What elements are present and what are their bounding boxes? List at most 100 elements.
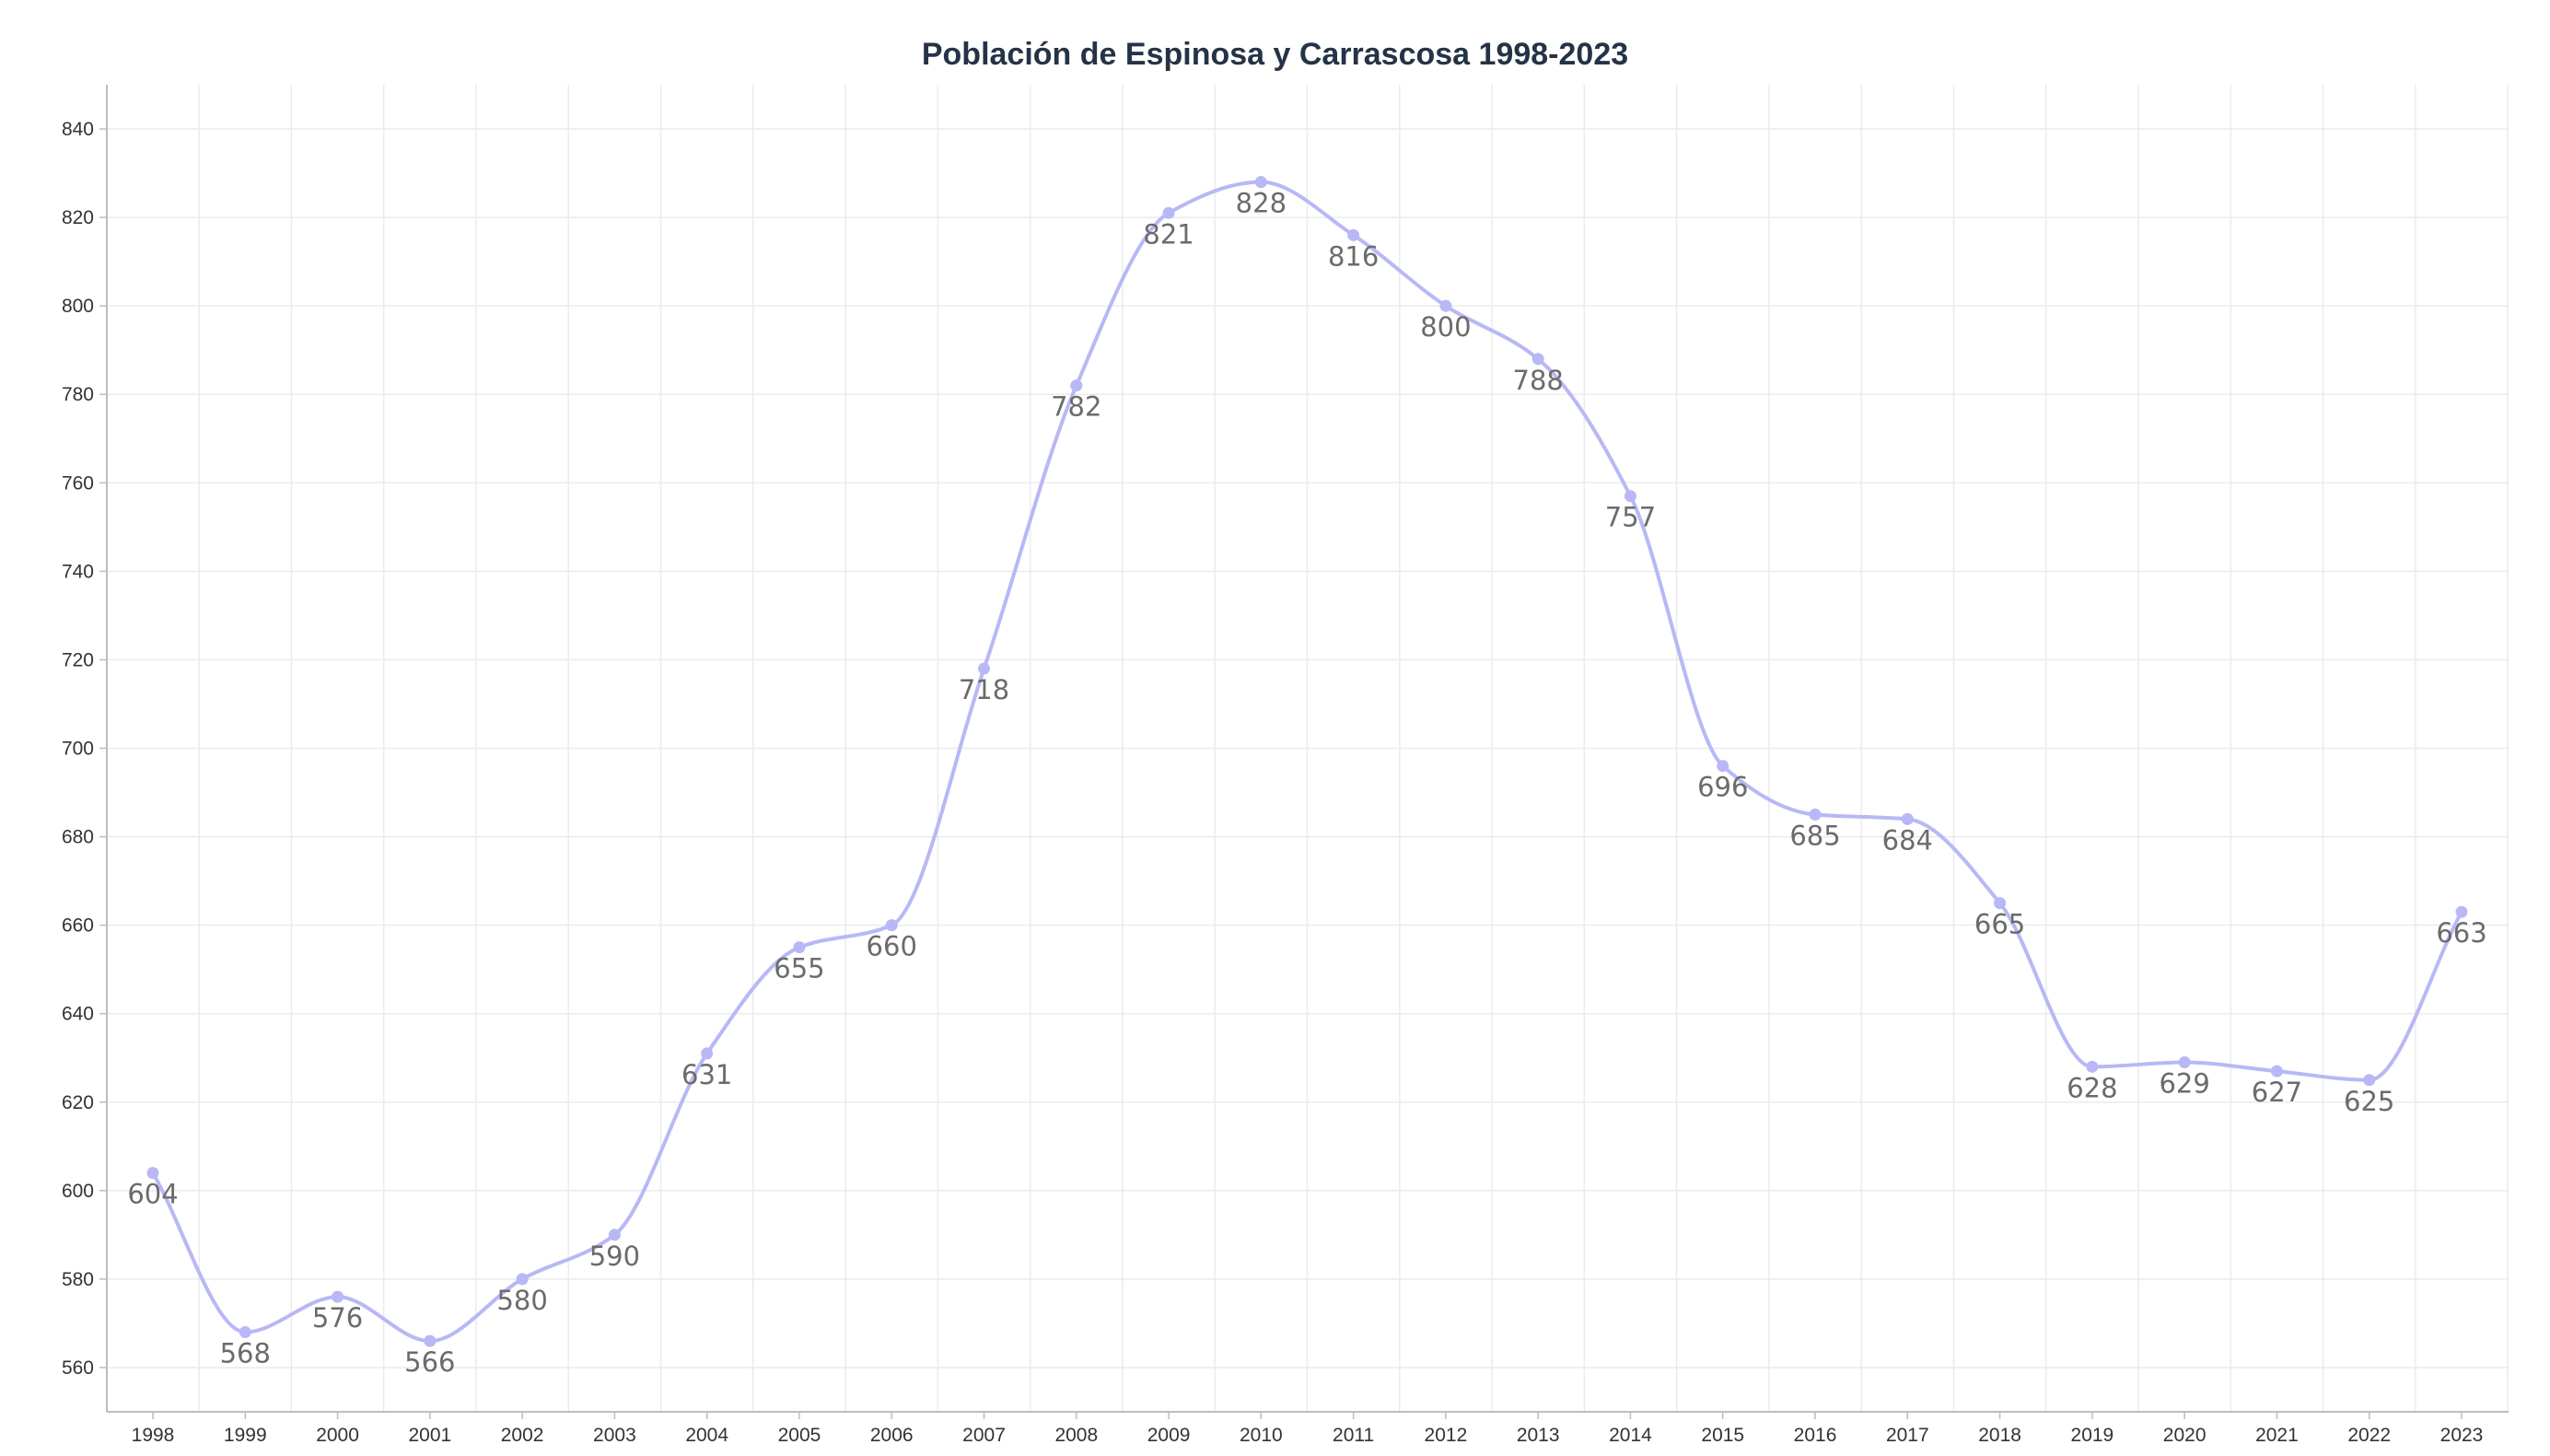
x-tick-label: 2003: [593, 1425, 636, 1446]
data-point: [2270, 1065, 2283, 1077]
x-tick-label: 1999: [224, 1425, 267, 1446]
y-tick-label: 700: [62, 739, 94, 760]
y-tick-label: 780: [62, 384, 94, 405]
x-tick-label: 2009: [1147, 1425, 1191, 1446]
y-tick-label: 620: [62, 1092, 94, 1113]
data-point: [1901, 812, 1914, 825]
y-tick-label: 820: [62, 207, 94, 228]
data-point: [793, 941, 806, 954]
y-tick-label: 640: [62, 1004, 94, 1025]
data-point: [2455, 905, 2468, 918]
data-point: [1531, 353, 1544, 366]
data-point: [146, 1167, 159, 1180]
data-label: 568: [220, 1338, 271, 1369]
data-label: 800: [1420, 311, 1471, 343]
data-point: [1162, 206, 1175, 219]
data-point: [2178, 1056, 2191, 1069]
data-label: 821: [1143, 218, 1193, 250]
data-label: 631: [681, 1059, 732, 1090]
x-tick-label: 2023: [2440, 1425, 2484, 1446]
data-label: 684: [1882, 824, 1933, 856]
y-tick-label: 800: [62, 296, 94, 317]
data-point: [701, 1047, 714, 1060]
x-tick-label: 2011: [1333, 1425, 1374, 1446]
data-point: [1070, 379, 1083, 392]
data-label: 655: [774, 953, 824, 984]
data-label: 604: [127, 1179, 178, 1210]
y-tick-label: 680: [62, 827, 94, 848]
series-population: [146, 176, 2468, 1347]
data-label: 696: [1697, 772, 1748, 803]
y-tick-label: 840: [62, 119, 94, 140]
data-label: 816: [1328, 240, 1379, 272]
data-point: [516, 1273, 529, 1286]
data-label: 685: [1789, 821, 1840, 852]
axes: 560 580 600 620 640 660 680 700 720 740 760 780 800 8…: [62, 85, 2509, 1446]
y-tick-label: 580: [62, 1269, 94, 1290]
data-point: [1994, 897, 2007, 910]
grid-lines: [107, 85, 2509, 1412]
series-line: [151, 180, 2463, 1344]
data-point: [332, 1290, 344, 1303]
x-tick-label: 2006: [870, 1425, 914, 1446]
data-label: 566: [404, 1346, 455, 1378]
data-label: 788: [1513, 365, 1564, 396]
data-label: 665: [1974, 909, 2025, 940]
data-point: [239, 1326, 251, 1339]
data-point: [1624, 490, 1636, 503]
data-label: 828: [1236, 188, 1287, 219]
data-label: 660: [867, 931, 917, 962]
data-label: 718: [959, 674, 1009, 705]
x-tick-label: 2002: [501, 1425, 544, 1446]
data-point: [1809, 809, 1822, 821]
data-point: [978, 662, 991, 675]
data-point: [1717, 760, 1729, 773]
data-point: [2086, 1060, 2099, 1073]
y-tick-label: 720: [62, 649, 94, 670]
data-label: 580: [496, 1285, 547, 1316]
data-label: 757: [1605, 502, 1656, 533]
x-tick-label: 2004: [685, 1425, 728, 1446]
data-label: 663: [2436, 917, 2486, 949]
data-point: [1439, 299, 1452, 312]
x-tick-label: 2013: [1517, 1425, 1560, 1446]
x-tick-label: 2007: [962, 1425, 1006, 1446]
x-tick-label: 2019: [2071, 1425, 2114, 1446]
data-point: [2363, 1074, 2376, 1087]
x-tick-label: 2020: [2163, 1425, 2207, 1446]
y-tick-label: 740: [62, 561, 94, 582]
y-tick-label: 760: [62, 472, 94, 494]
data-labels: 604 568 576 566 580 590 631 655 660 718 782 821 828 8…: [127, 188, 2486, 1378]
x-tick-label: 2016: [1794, 1425, 1837, 1446]
y-tick-label: 600: [62, 1181, 94, 1202]
data-label: 576: [312, 1302, 363, 1334]
x-tick-label: 2022: [2347, 1425, 2391, 1446]
data-point: [424, 1334, 437, 1347]
x-tick-label: 2010: [1240, 1425, 1283, 1446]
y-tick-label: 560: [62, 1357, 94, 1379]
data-point: [608, 1229, 621, 1241]
data-label: 590: [589, 1241, 640, 1272]
y-tick-label: 660: [62, 915, 94, 937]
data-label: 625: [2344, 1086, 2394, 1117]
x-tick-label: 2015: [1701, 1425, 1744, 1446]
data-label: 627: [2252, 1077, 2302, 1108]
data-point: [1347, 228, 1360, 241]
x-tick-label: 2001: [408, 1425, 451, 1446]
x-tick-label: 2000: [316, 1425, 359, 1446]
x-tick-label: 2018: [1978, 1425, 2021, 1446]
data-point: [1254, 176, 1267, 189]
data-label: 628: [2067, 1072, 2117, 1103]
x-tick-label: 2008: [1054, 1425, 1098, 1446]
data-label: 629: [2159, 1068, 2209, 1100]
chart-title: Población de Espinosa y Carrascosa 1998-…: [921, 37, 1629, 72]
data-label: 782: [1051, 391, 1101, 423]
data-point: [885, 919, 898, 932]
x-tick-label: 1998: [132, 1425, 175, 1446]
x-tick-label: 2017: [1886, 1425, 1929, 1446]
x-tick-label: 2012: [1425, 1425, 1468, 1446]
x-tick-label: 2021: [2255, 1425, 2299, 1446]
x-tick-label: 2005: [778, 1425, 821, 1446]
x-tick-label: 2014: [1609, 1425, 1652, 1446]
